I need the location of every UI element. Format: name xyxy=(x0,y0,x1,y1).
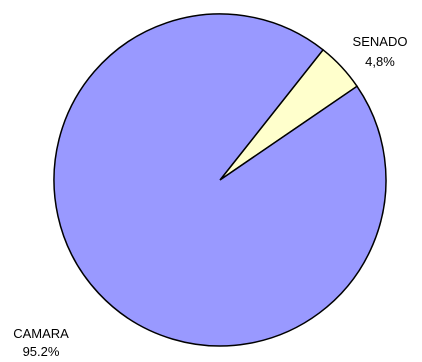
slice-label-senado-category: SENADO xyxy=(353,34,408,49)
slice-label-senado-value: 4,8% xyxy=(365,54,395,69)
slice-label-camara-category: CAMARA xyxy=(13,326,69,341)
pie-slice-camara xyxy=(53,13,387,347)
slice-label-camara-value: 95.2% xyxy=(23,344,60,359)
pie-slices xyxy=(53,13,387,347)
